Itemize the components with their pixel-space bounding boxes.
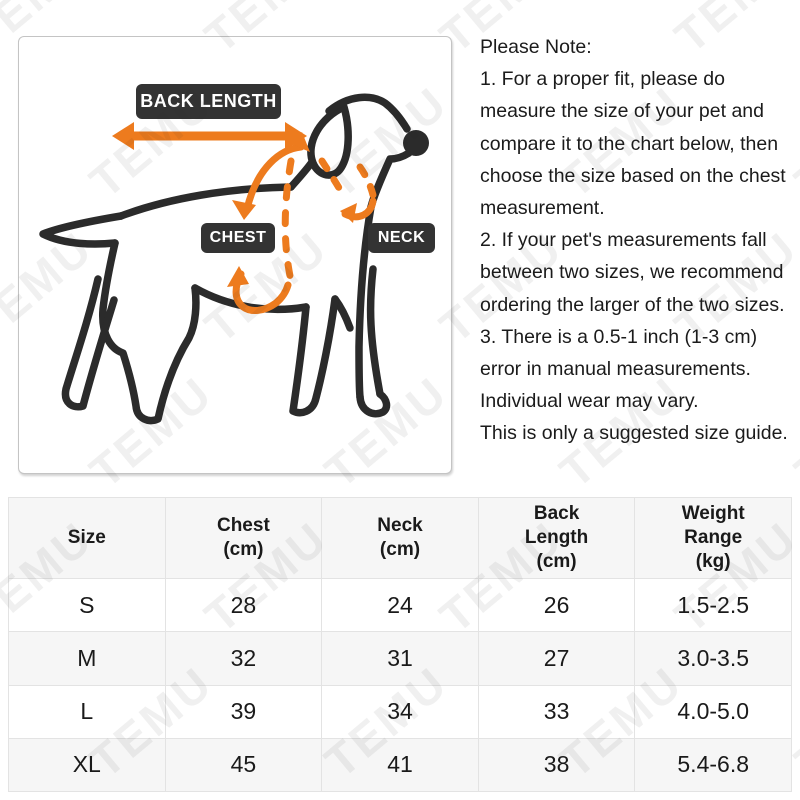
column-header-size: Size <box>9 498 166 579</box>
note-line: Please Note: <box>480 36 592 58</box>
note-line: This is only a suggested size guide. <box>480 422 788 445</box>
measurement-arrows <box>112 122 377 315</box>
dog-nose <box>403 130 429 156</box>
table-cell-weight: 1.5-2.5 <box>635 579 792 633</box>
table-cell-size: M <box>9 632 166 686</box>
table-cell-chest: 39 <box>165 685 323 739</box>
table-cell-chest: 45 <box>165 738 323 792</box>
table-cell-size: L <box>9 685 166 739</box>
notes-text: Please Note: 1. For a proper fit, please… <box>480 31 798 450</box>
table-cell-back: 27 <box>478 632 636 686</box>
table-cell-neck: 41 <box>322 738 479 792</box>
table-cell-back: 38 <box>478 738 636 792</box>
table-cell-size: XL <box>9 738 166 792</box>
table-cell-back: 33 <box>478 685 636 739</box>
note-line: choose the size based on the chest <box>480 164 786 187</box>
column-header-neck: Neck (cm) <box>322 498 479 579</box>
table-cell-size: S <box>9 579 166 633</box>
note-line: 3. There is a 0.5-1 inch (1-3 cm) <box>480 325 758 348</box>
table-cell-neck: 24 <box>322 579 479 633</box>
note-line: Individual wear may vary. <box>480 390 699 413</box>
table-cell-weight: 5.4-6.8 <box>635 738 792 792</box>
note-line: ordering the larger of the two sizes. <box>480 293 785 316</box>
note-line: 1. For a proper fit, please do <box>480 68 725 91</box>
column-header-chest: Chest (cm) <box>165 498 323 579</box>
note-line: measure the size of your pet and <box>480 100 764 123</box>
table-cell-chest: 32 <box>165 632 323 686</box>
note-line: between two sizes, we recommend <box>480 261 784 284</box>
chest-label-text: CHEST <box>209 229 267 246</box>
column-header-back-length: Back Length (cm) <box>478 498 636 579</box>
back-length-label-text: BACK LENGTH <box>140 91 277 111</box>
table-cell-back: 26 <box>478 579 636 633</box>
table-cell-weight: 3.0-3.5 <box>635 632 792 686</box>
neck-label: NECK <box>368 223 435 253</box>
pet-measurement-diagram: BACK LENGTH CHEST NECK <box>18 36 452 474</box>
note-line: measurement. <box>480 197 605 220</box>
note-line: compare it to the chart below, then <box>480 132 779 155</box>
table-cell-weight: 4.0-5.0 <box>635 685 792 739</box>
table-cell-neck: 34 <box>322 685 479 739</box>
table-cell-neck: 31 <box>322 632 479 686</box>
column-header-weight: Weight Range (kg) <box>635 498 792 579</box>
note-line: error in manual measurements. <box>480 358 751 381</box>
size-chart-table: Size Chest (cm) Neck (cm) Back Length (c… <box>8 497 792 792</box>
dog-outline <box>39 93 413 425</box>
neck-label-text: NECK <box>377 229 426 246</box>
back-length-label: BACK LENGTH <box>136 84 281 119</box>
note-line: 2. If your pet's measurements fall <box>480 229 767 252</box>
chest-label: CHEST <box>201 223 275 253</box>
table-cell-chest: 28 <box>165 579 323 633</box>
dog-line-art <box>39 93 429 425</box>
